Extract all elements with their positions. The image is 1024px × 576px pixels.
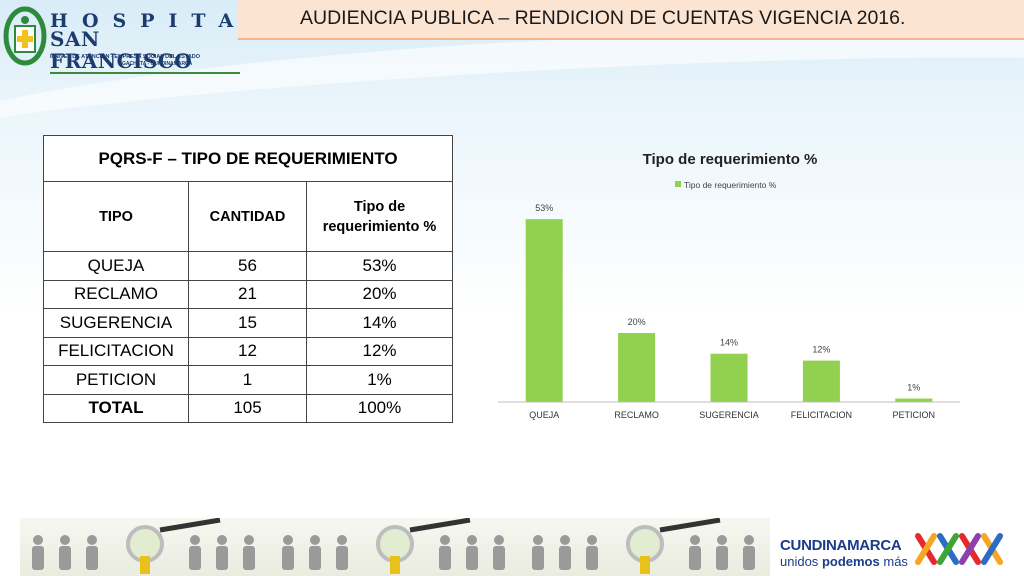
cell-cantidad: 56 [188, 251, 307, 281]
legend-swatch [675, 181, 681, 187]
bar-peticion [895, 398, 933, 402]
logo-subtitle-text: II NIVEL DE ATENCIÓN - EMPRESA SOCIAL DE… [50, 54, 201, 60]
data-label: 53% [535, 203, 553, 213]
requirement-table: PQRS-F – TIPO DE REQUERIMIENTO TIPO CANT… [43, 135, 453, 423]
cell-cantidad: 21 [188, 279, 307, 309]
cell-tipo: SUGERENCIA [43, 308, 189, 338]
column-header-pct: Tipo de requerimiento % [306, 181, 453, 252]
cell-tipo: PETICION [43, 365, 189, 395]
hospital-emblem-icon [3, 6, 47, 66]
cell-total-label: TOTAL [43, 393, 189, 423]
cell-cantidad: 12 [188, 336, 307, 366]
x-tick-label: RECLAMO [614, 410, 659, 420]
logo-location-text: GACHETA - CUNDINAMARCA [122, 61, 193, 67]
data-label: 12% [812, 345, 830, 355]
cell-cantidad: 15 [188, 308, 307, 338]
table-row: RECLAMO 21 20% [43, 279, 453, 309]
cell-tipo: FELICITACION [43, 336, 189, 366]
chart-title: Tipo de requerimiento % [643, 151, 818, 168]
hospital-logo: HOSPITAL SAN FRANCISCO II NIVEL DE ATENC… [0, 0, 261, 74]
cell-pct: 14% [306, 308, 453, 338]
cell-pct: 12% [306, 336, 453, 366]
gov-slogan-text: unidos podemos más [780, 554, 908, 569]
data-label: 20% [628, 317, 646, 327]
slogan-bold: podemos [821, 554, 880, 569]
table-total-row: TOTAL 105 100% [43, 393, 453, 423]
table-row: SUGERENCIA 15 14% [43, 308, 453, 338]
table-row: PETICION 1 1% [43, 365, 453, 395]
cell-total-cantidad: 105 [188, 393, 307, 423]
cell-pct: 1% [306, 365, 453, 395]
people-illustration-icon [282, 517, 505, 574]
column-header-tipo: TIPO [43, 181, 189, 252]
x-tick-label: PETICION [893, 410, 936, 420]
bar-reclamo [618, 333, 656, 402]
x-tick-label: QUEJA [529, 410, 559, 420]
cundinamarca-logo: CUNDINAMARCA unidos podemos más [770, 518, 1024, 576]
data-label: 14% [720, 338, 738, 348]
data-label: 1% [907, 383, 920, 393]
requirement-bar-chart: Tipo de requerimiento % Tipo de requerim… [498, 151, 960, 420]
legend-label: Tipo de requerimiento % [684, 180, 777, 190]
gov-name-text: CUNDINAMARCA [780, 537, 902, 554]
header-bar: AUDIENCIA PUBLICA – RENDICION DE CUENTAS… [238, 0, 1024, 40]
cell-total-pct: 100% [306, 393, 453, 423]
slogan-prefix: unidos [780, 554, 819, 569]
table-title: PQRS-F – TIPO DE REQUERIMIENTO [43, 135, 453, 182]
table-row: FELICITACION 12 12% [43, 336, 453, 366]
cell-tipo: QUEJA [43, 251, 189, 281]
table-row: QUEJA 56 53% [43, 251, 453, 281]
people-illustration-icon [32, 517, 255, 574]
page-title: AUDIENCIA PUBLICA – RENDICION DE CUENTAS… [300, 7, 906, 29]
cundinamarca-mark-icon [915, 533, 1003, 565]
cell-pct: 53% [306, 251, 453, 281]
bar-sugerencia [710, 353, 748, 402]
footer-banner-people-2 [270, 517, 520, 576]
logo-name-text: SAN FRANCISCO [50, 28, 240, 74]
column-header-cantidad: CANTIDAD [188, 181, 307, 252]
footer-banner-people-1 [20, 517, 270, 576]
logo-hospital-text: HOSPITAL [50, 10, 275, 32]
bar-queja [525, 219, 563, 402]
cell-tipo: RECLAMO [43, 279, 189, 309]
cell-pct: 20% [306, 279, 453, 309]
slogan-suffix: más [883, 554, 908, 569]
bar-felicitacion [802, 360, 840, 402]
x-tick-label: SUGERENCIA [699, 410, 759, 420]
footer: CUNDINAMARCA unidos podemos más [0, 517, 1024, 576]
x-tick-label: FELICITACION [791, 410, 852, 420]
footer-banner-people-3 [520, 517, 770, 576]
people-illustration-icon [532, 517, 755, 574]
cell-cantidad: 1 [188, 365, 307, 395]
